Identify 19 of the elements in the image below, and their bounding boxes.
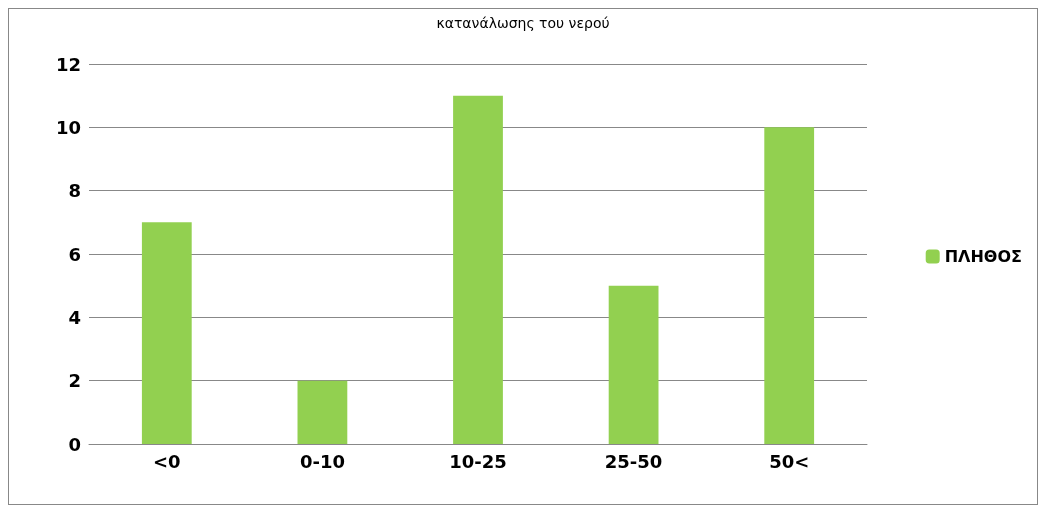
x-tick-label: 0-10: [299, 450, 345, 472]
y-tick-label: 6: [68, 243, 81, 265]
y-tick-label: 0: [68, 433, 81, 455]
bar: [764, 127, 815, 444]
y-tick-label: 10: [55, 116, 81, 138]
x-tick-label: <0: [153, 450, 181, 472]
y-tick-label: 12: [55, 53, 81, 75]
bar: [141, 222, 192, 444]
legend-label: ΠΛΗΘΟΣ: [944, 247, 1022, 266]
bar: [453, 95, 503, 444]
x-tick-label: 10-25: [449, 450, 507, 472]
x-tick-label: 50<: [769, 450, 810, 472]
chart-title: κατανάλωσης του νερού: [436, 15, 610, 31]
x-tick-label: 25-50: [604, 450, 663, 472]
y-tick-label: 2: [68, 370, 81, 392]
bar: [608, 285, 659, 444]
y-tick-label: 8: [68, 180, 81, 202]
y-tick-label: 4: [68, 306, 81, 328]
bar: [297, 380, 348, 444]
